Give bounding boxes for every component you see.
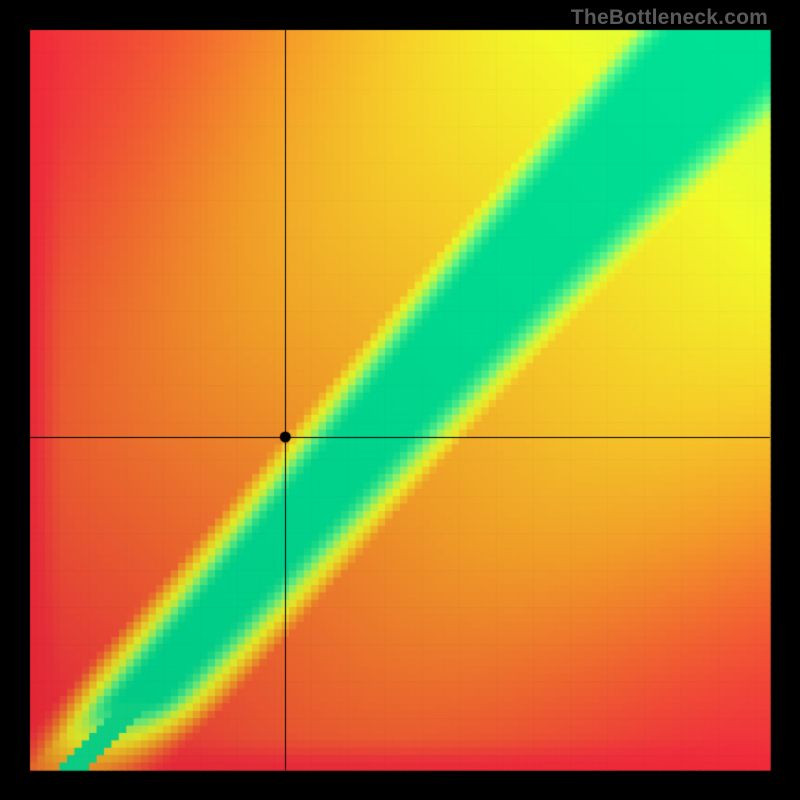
chart-container: TheBottleneck.com (0, 0, 800, 800)
watermark-text: TheBottleneck.com (571, 6, 768, 30)
bottleneck-heatmap (0, 0, 800, 800)
